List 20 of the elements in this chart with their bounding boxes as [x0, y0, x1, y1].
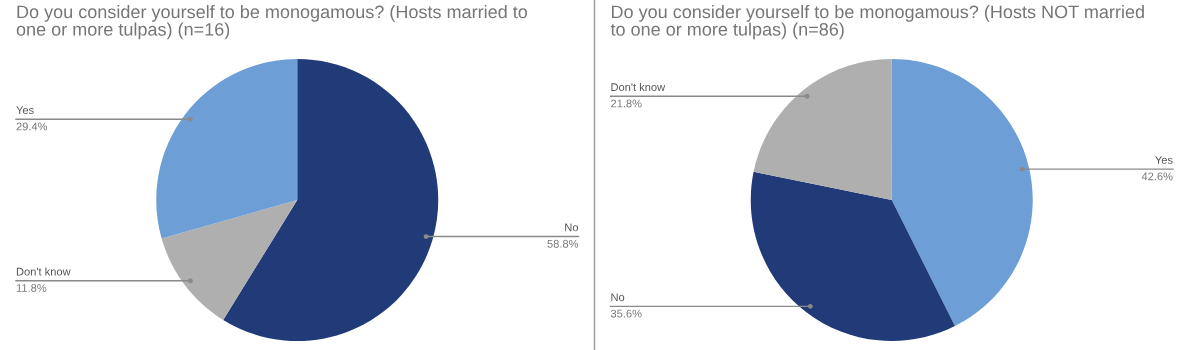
data-label: 21.8%: [611, 99, 642, 108]
data-label: 11.8%: [16, 284, 47, 292]
pie-slice: [156, 59, 298, 239]
data-label: 58.8%: [547, 239, 579, 248]
slice-label: No: [565, 223, 579, 232]
slice-label: Don't know: [611, 82, 666, 92]
pie-slice: [161, 200, 298, 320]
chart-title: Do you consider yourself to be monogamous? (Hosts NOT married to one or more tulpas) (n=86): [610, 5, 1144, 40]
pie-slice: [891, 59, 1033, 327]
slice-label: Don't know: [16, 267, 71, 276]
slice-label: Yes: [1155, 156, 1173, 164]
pie-slice: [750, 171, 955, 341]
data-label: 35.6%: [610, 309, 642, 318]
slice-label: Yes: [16, 106, 34, 115]
data-label: 29.4%: [16, 122, 48, 131]
pie-slice: [223, 59, 439, 341]
pie-slice: [753, 59, 892, 200]
chart-title: Do you consider yourself to be monogamous? (Hosts married to one or more tulpas) (n=16): [16, 5, 528, 40]
data-label: 42.6%: [1141, 172, 1173, 181]
slice-label: No: [611, 293, 625, 302]
